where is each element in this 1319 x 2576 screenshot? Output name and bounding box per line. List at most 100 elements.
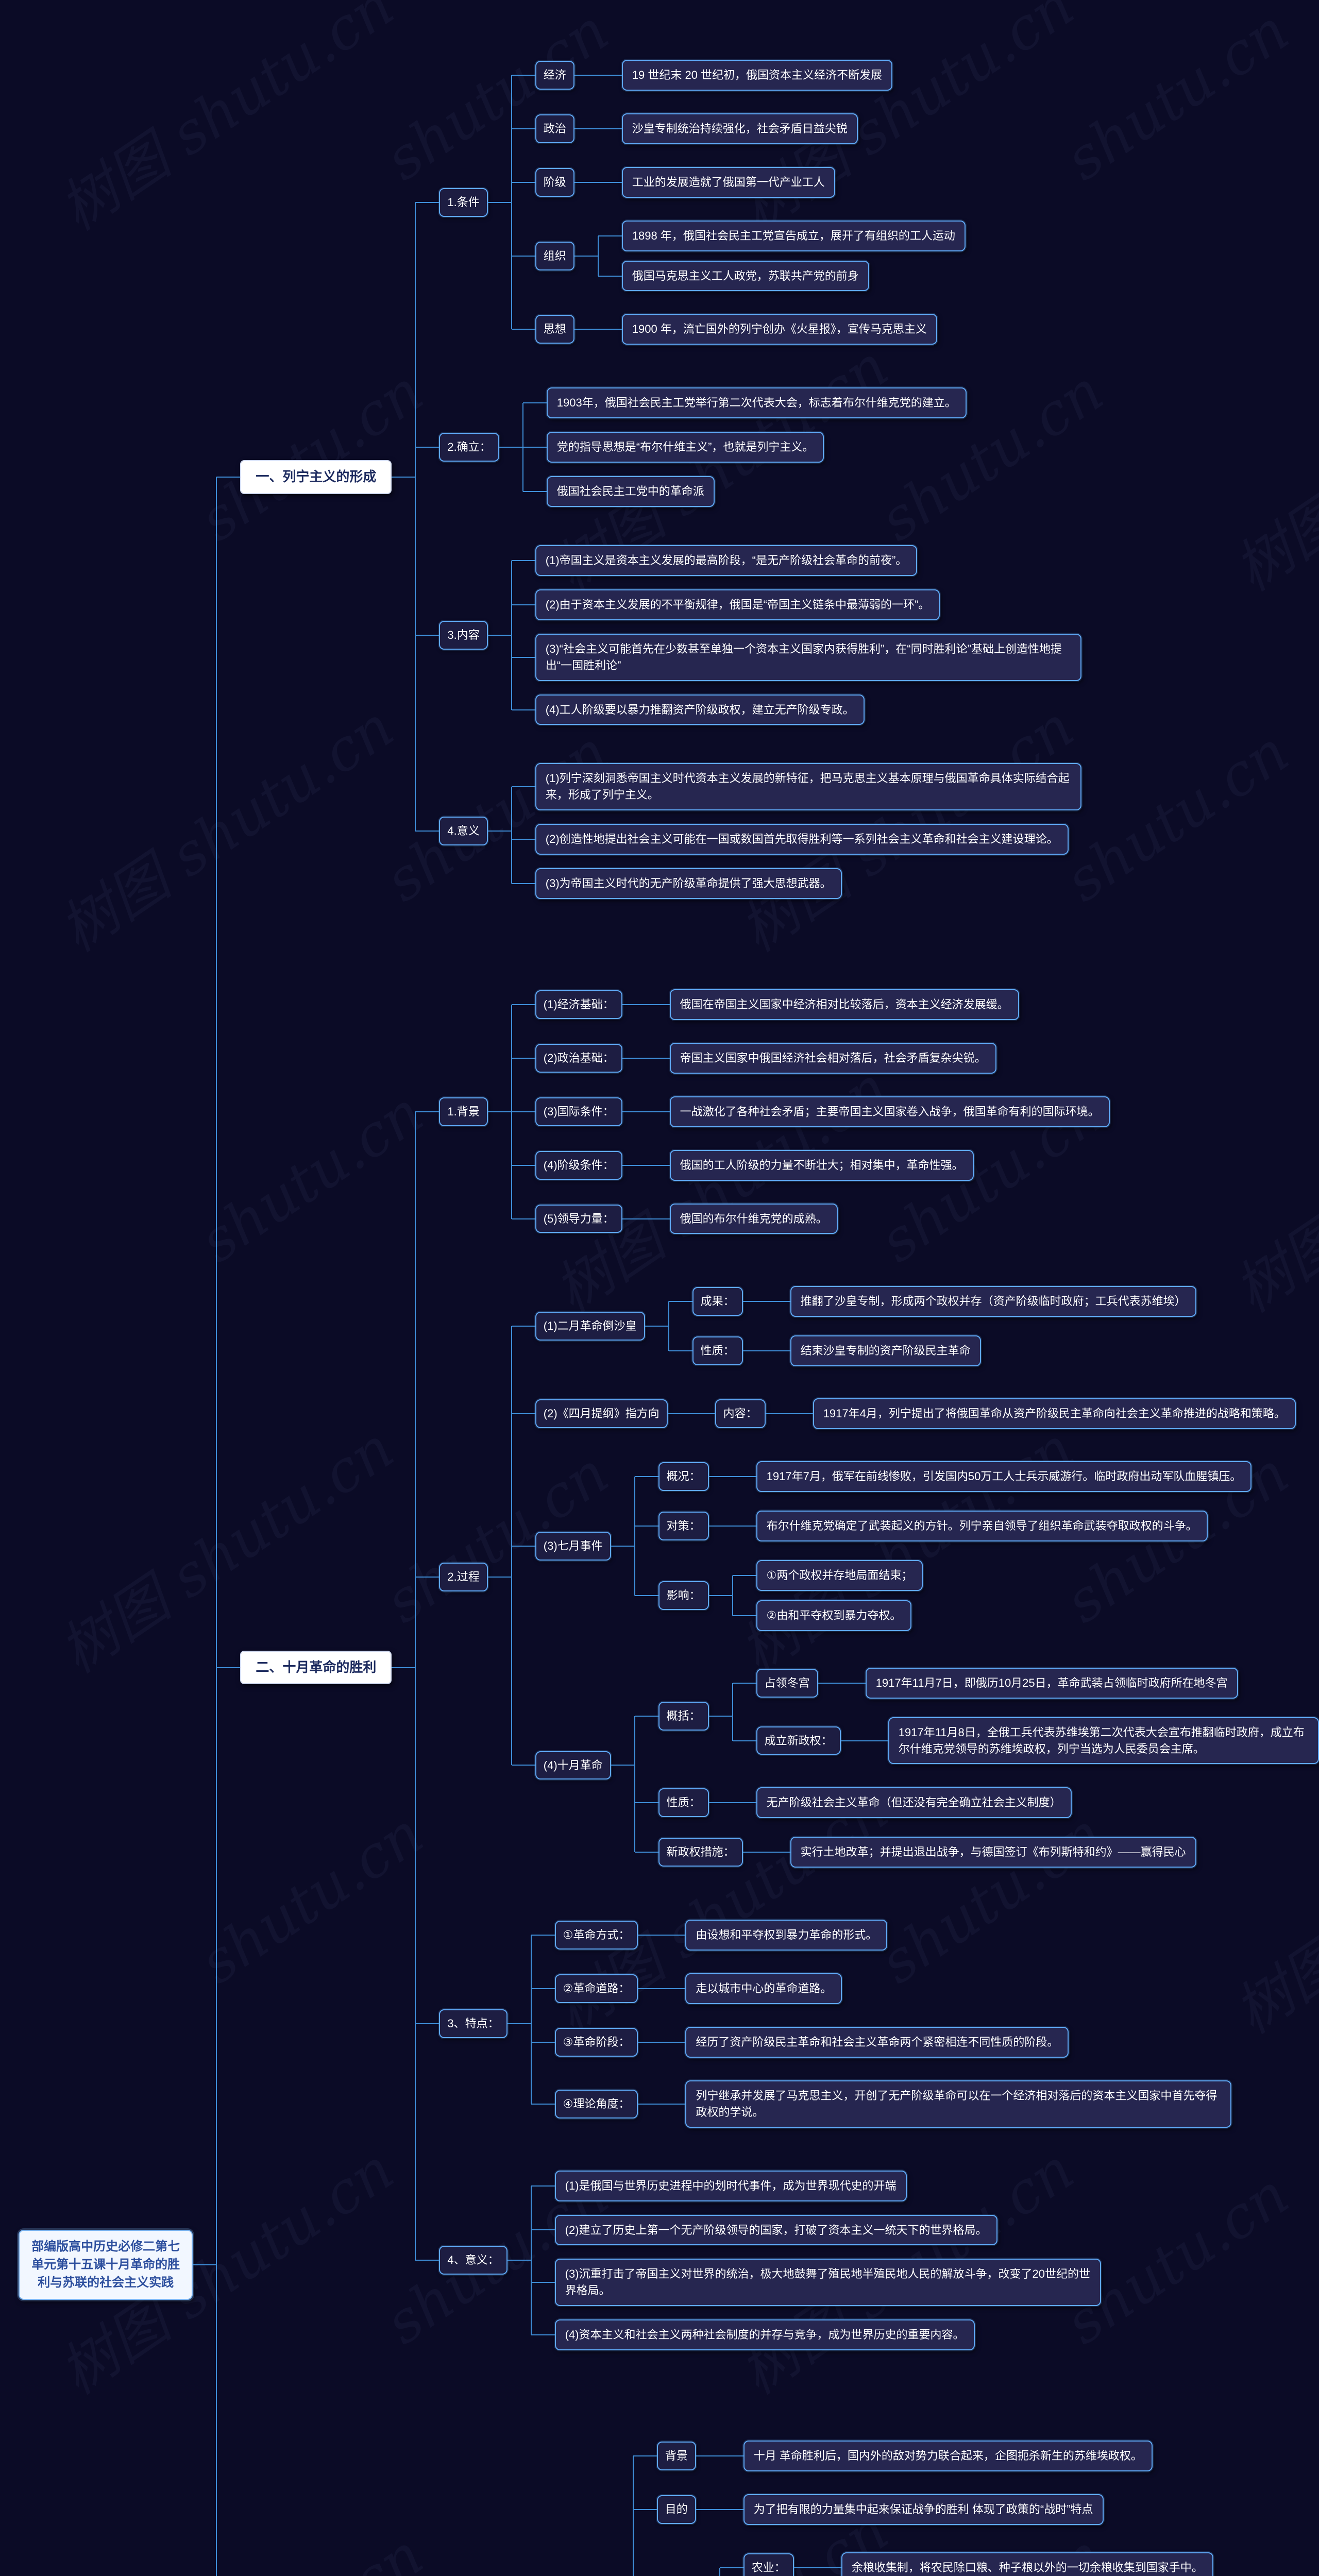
leaf-node[interactable]: 1898 年，俄国社会民主工党宣告成立，展开了有组织的工人运动 [621, 220, 966, 251]
leaf-node[interactable]: 结束沙皇专制的资产阶级民主革命 [790, 1335, 981, 1367]
subtopic-node[interactable]: 1.条件 [439, 188, 488, 217]
subtopic-node[interactable]: 政治 [535, 114, 574, 143]
subtopic-node[interactable]: 4、意义： [439, 2246, 508, 2275]
main-topic-node[interactable]: 二、十月革命的胜利 [240, 1650, 392, 1685]
subtopic-node[interactable]: 经济 [535, 61, 574, 90]
mind-branch: (3)“社会主义可能首先在少数甚至单独一个资本主义国家内获得胜利”，在“同时胜利… [511, 626, 1081, 688]
leaf-node[interactable]: 俄国的工人阶级的力量不断壮大；相对集中，革命性强。 [669, 1149, 974, 1181]
leaf-node[interactable]: 帝国主义国家中俄国经济社会相对落后，社会矛盾复杂尖锐。 [669, 1042, 996, 1074]
leaf-node[interactable]: 走以城市中心的革命道路。 [685, 1973, 842, 2004]
leaf-node[interactable]: 俄国马克思主义工人政党，苏联共产党的前身 [621, 260, 869, 292]
subtopic-node[interactable]: 性质： [658, 1788, 709, 1818]
leaf-node[interactable]: (1)是俄国与世界历史进程中的划时代事件，成为世界现代史的开端 [554, 2170, 907, 2201]
subtopic-node[interactable]: ①革命方式： [554, 1921, 638, 1950]
leaf-node[interactable]: (4)资本主义和社会主义两种社会制度的并存与竞争，成为世界历史的重要内容。 [554, 2319, 975, 2351]
subtopic-node[interactable]: 概括： [658, 1701, 709, 1731]
leaf-node[interactable]: (1)列宁深刻洞悉帝国主义时代资本主义发展的新特征，把马克思主义基本原理与俄国革… [535, 763, 1081, 811]
leaf-node[interactable]: (2)创造性地提出社会主义可能在一国或数国首先取得胜利等一系列社会主义革命和社会… [535, 824, 1069, 855]
leaf-node[interactable]: 布尔什维克党确定了武装起义的方针。列宁亲自领导了组织革命武装夺取政权的斗争。 [756, 1511, 1208, 1541]
subtopic-node[interactable]: 概况： [658, 1462, 709, 1492]
subtopic-node[interactable]: 目的 [656, 2495, 696, 2524]
mind-branch: 二、十月革命的胜利 1.背景 (1)经济基础： 俄国在帝国主义国家中经济相对比较落后，… [216, 942, 1319, 2394]
leaf-node[interactable]: 1917年11月8日，全俄工兵代表苏维埃第二次代表大会宣布推翻临时政府，成立布尔… [888, 1717, 1319, 1765]
leaf-node[interactable]: (3)“社会主义可能首先在少数甚至单独一个资本主义国家内获得胜利”，在“同时胜利… [535, 633, 1081, 681]
leaf-node[interactable]: 俄国在帝国主义国家中经济相对比较落后，资本主义经济发展缓。 [669, 989, 1019, 1020]
leaf-node[interactable]: 余粮收集制，将农民除口粮、种子粮以外的一切余粮收集到国家手中。 [841, 2552, 1213, 2576]
leaf-node[interactable]: 党的指导思想是“布尔什维主义”，也就是列宁主义。 [546, 432, 824, 463]
subtopic-node[interactable]: 2.过程 [439, 1562, 488, 1591]
children-group: 俄国的布尔什维克党的成熟。 [622, 1199, 838, 1239]
leaf-node[interactable]: 1917年4月，列宁提出了将俄国革命从资产阶级民主革命向社会主义革命推进的战略和… [813, 1398, 1296, 1430]
subtopic-node[interactable]: (2)《四月提纲》指方向 [535, 1399, 668, 1429]
leaf-node[interactable]: 为了把有限的力量集中起来保证战争的胜利 体现了政策的“战时”特点 [743, 2494, 1104, 2525]
children-group: 沙皇专制统治持续强化，社会矛盾日益尖锐 [574, 109, 858, 149]
leaf-node[interactable]: 十月 革命胜利后，国内外的敌对势力联合起来，企图扼杀新生的苏维埃政权。 [743, 2441, 1153, 2471]
subtopic-node[interactable]: ④理论角度： [554, 2089, 638, 2119]
leaf-node[interactable]: 1903年，俄国社会民主工党举行第二次代表大会，标志着布尔什维克党的建立。 [546, 387, 967, 419]
leaf-node[interactable]: 实行土地改革；并提出退出战争，与德国签订《布列斯特和约》——赢得民心 [790, 1837, 1196, 1868]
leaf-node[interactable]: (3)沉重打击了帝国主义对世界的统治，极大地鼓舞了殖民地半殖民地人民的解放斗争，… [554, 2259, 1101, 2307]
subtopic-node[interactable]: 组织 [535, 241, 574, 270]
leaf-node[interactable]: 推翻了沙皇专制，形成两个政权并存（资产阶级临时政府；工兵代表苏维埃） [790, 1286, 1196, 1317]
main-topic-node[interactable]: 一、列宁主义的形成 [240, 460, 392, 494]
subtopic-node[interactable]: 成立新政权： [756, 1726, 841, 1755]
leaf-node[interactable]: (3)为帝国主义时代的无产阶级革命提供了强大思想武器。 [535, 868, 842, 900]
subtopic-node[interactable]: 对策： [658, 1512, 709, 1540]
subtopic-node[interactable]: 3、特点： [439, 2009, 508, 2038]
subtopic-node[interactable]: (4)十月革命 [535, 1751, 611, 1780]
mind-branch: 经历了资产阶级民主革命和社会主义革命两个紧密相连不同性质的阶段。 [662, 2022, 1069, 2062]
leaf-node[interactable]: (1)帝国主义是资本主义发展的最高阶段，“是无产阶级社会革命的前夜”。 [535, 545, 918, 576]
leaf-node[interactable]: (2)建立了历史上第一个无产阶级领导的国家，打破了资本主义一统天下的世界格局。 [554, 2214, 997, 2246]
subtopic-node[interactable]: (5)领导力量： [535, 1204, 622, 1233]
leaf-node[interactable]: (2)由于资本主义发展的不平衡规律，俄国是“帝国主义链条中最薄弱的一环”。 [535, 589, 940, 620]
children-group: 一、列宁主义的形成 1.条件 经济 19 世纪末 20 世纪初，俄国资本主义经济不断发… [193, 12, 1319, 2576]
mind-branch: 成果： 推翻了沙皇专制，形成两个政权并存（资产阶级临时政府；工兵代表苏维埃） [668, 1277, 1196, 1327]
mind-branch: 为了把有限的力量集中起来保证战争的胜利 体现了政策的“战时”特点 [719, 2489, 1104, 2530]
subtopic-node[interactable]: 新政权措施： [658, 1838, 743, 1867]
subtopic-node[interactable]: (1)经济基础： [535, 990, 622, 1019]
subtopic-node[interactable]: 成果： [692, 1287, 743, 1316]
leaf-node[interactable]: 经历了资产阶级民主革命和社会主义革命两个紧密相连不同性质的阶段。 [685, 2026, 1069, 2058]
leaf-node[interactable]: 一战激化了各种社会矛盾；主要帝国主义国家卷入战争，俄国革命有利的国际环境。 [669, 1096, 1110, 1127]
leaf-node[interactable]: 沙皇专制统治持续强化，社会矛盾日益尖锐 [621, 113, 858, 144]
leaf-node[interactable]: 1917年7月，俄军在前线惨败，引发国内50万工人士兵示威游行。临时政府出动军队… [756, 1461, 1252, 1493]
children-group: 19 世纪末 20 世纪初，俄国资本主义经济不断发展 [574, 55, 893, 95]
leaf-node[interactable]: (4)工人阶级要以暴力推翻资产阶级政权，建立无产阶级专政。 [535, 694, 865, 725]
subtopic-node[interactable]: (1)二月革命倒沙皇 [535, 1312, 645, 1341]
children-group: 1917年4月，列宁提出了将俄国革命从资产阶级民主革命向社会主义革命推进的战略和… [765, 1394, 1296, 1434]
subtopic-node[interactable]: (3)七月事件 [535, 1531, 611, 1561]
leaf-node[interactable]: 列宁继承并发展了马克思主义，开创了无产阶级革命可以在一个经济相对落后的资本主义国… [685, 2080, 1232, 2128]
subtopic-node[interactable]: 阶级 [535, 167, 574, 197]
subtopic-node[interactable]: 背景 [656, 2442, 696, 2470]
leaf-node[interactable]: 1917年11月7日，即俄历10月25日，革命武装占领临时政府所在地冬宫 [865, 1667, 1238, 1699]
leaf-node[interactable]: 1900 年，流亡国外的列宁创办《火星报》，宣传马克思主义 [621, 314, 937, 345]
subtopic-node[interactable]: 思想 [535, 315, 574, 344]
subtopic-node[interactable]: 影响： [658, 1581, 709, 1610]
subtopic-node[interactable]: 性质： [692, 1336, 743, 1366]
leaf-node[interactable]: 无产阶级社会主义革命（但还没有完全确立社会主义制度） [756, 1787, 1072, 1819]
subtopic-node[interactable]: 3.内容 [439, 620, 488, 650]
leaf-node[interactable]: 由设想和平夺权到暴力革命的形式。 [685, 1920, 888, 1951]
subtopic-node[interactable]: (2)政治基础： [535, 1043, 622, 1073]
leaf-node[interactable]: 工业的发展造就了俄国第一代产业工人 [621, 166, 835, 198]
leaf-node[interactable]: ②由和平夺权到暴力夺权。 [756, 1600, 912, 1631]
subtopic-node[interactable]: (4)阶级条件： [535, 1150, 622, 1180]
subtopic-node[interactable]: ③革命阶段： [554, 2027, 638, 2057]
leaf-node[interactable]: 俄国的布尔什维克党的成熟。 [669, 1203, 838, 1234]
root-node[interactable]: 部编版高中历史必修二第七单元第十五课十月革命的胜利与苏联的社会主义实践 [19, 2229, 193, 2300]
children-group: 农业：余粮收集制，将农民除口粮、种子粮以外的一切余粮收集到国家手中。工业：大中小… [719, 2543, 1213, 2576]
subtopic-node[interactable]: 占领冬宫 [756, 1668, 818, 1698]
leaf-node[interactable]: 19 世纪末 20 世纪初，俄国资本主义经济不断发展 [621, 60, 893, 91]
leaf-node[interactable]: 俄国社会民主工党中的革命派 [546, 476, 715, 507]
mind-branch: 农业： 余粮收集制，将农民除口粮、种子粮以外的一切余粮收集到国家手中。 [719, 2543, 1213, 2576]
subtopic-node[interactable]: 农业： [743, 2553, 794, 2576]
subtopic-node[interactable]: ②革命道路： [554, 1974, 638, 2003]
children-group: (1)帝国主义是资本主义发展的最高阶段，“是无产阶级社会革命的前夜”。 (2)由于… [487, 538, 1081, 732]
subtopic-node[interactable]: (3)国际条件： [535, 1097, 622, 1126]
leaf-node[interactable]: ①两个政权并存地局面结束； [756, 1560, 923, 1591]
subtopic-node[interactable]: 内容： [715, 1399, 766, 1429]
subtopic-node[interactable]: 1.背景 [439, 1097, 488, 1126]
subtopic-node[interactable]: 2.确立： [439, 433, 499, 462]
mind-branch: 俄国社会民主工党中的革命派 [522, 469, 967, 514]
subtopic-node[interactable]: 4.意义 [439, 817, 488, 846]
